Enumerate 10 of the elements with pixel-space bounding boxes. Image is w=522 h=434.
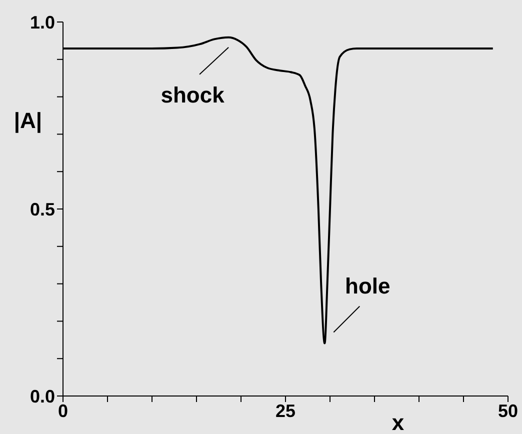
x-tick-label: 25 [275, 400, 296, 421]
x-tick-label: 50 [498, 400, 518, 421]
annotation: hole [345, 273, 390, 298]
annotation: shock [160, 82, 226, 108]
y-tick-label: 0.5 [30, 199, 55, 220]
x-tick-label: 0 [58, 400, 68, 421]
y-tick-label: 1.0 [30, 12, 55, 32]
y-axis-title: |A| [14, 108, 42, 133]
y-tick-label: 0.0 [30, 386, 55, 406]
x-axis-title: x [392, 410, 405, 434]
